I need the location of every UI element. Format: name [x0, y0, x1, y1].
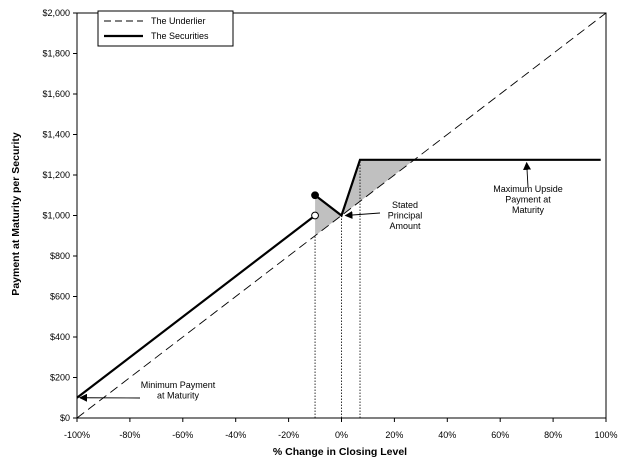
y-tick-label: $600 [50, 292, 70, 302]
y-tick-label: $400 [50, 332, 70, 342]
y-tick-label: $200 [50, 373, 70, 383]
annotation-text: Principal [388, 211, 423, 221]
annotation-arrow [523, 161, 532, 188]
x-tick-label: 20% [385, 430, 403, 440]
y-tick-label: $1,400 [42, 130, 70, 140]
annotation-text: Maximum Upside [493, 184, 563, 194]
annotation-text: Amount [389, 221, 421, 231]
annotation-arrow [344, 211, 381, 219]
x-axis-title: % Change in Closing Level [273, 446, 407, 458]
x-tick-label: 60% [491, 430, 509, 440]
annotation-text: Stated [392, 200, 418, 210]
series-line-securities-2 [314, 158, 601, 218]
marker-open [311, 211, 319, 220]
legend-label-securities: The Securities [151, 31, 209, 41]
y-tick-label: $0 [60, 413, 70, 423]
series-lines [76, 12, 607, 419]
x-tick-label: -20% [278, 430, 299, 440]
legend-label-underlier: The Underlier [151, 16, 206, 26]
x-tick-label: -100% [64, 430, 90, 440]
x-tick-label: 100% [594, 430, 617, 440]
y-tick-label: $2,000 [42, 8, 70, 18]
annotation-text: at Maturity [157, 391, 200, 401]
axis-ticks: -100% -80% -60% -40% -20% 0% 20% 40% 60% 80% 100% $… [42, 8, 617, 440]
x-tick-label: 80% [544, 430, 562, 440]
annotation-text: Minimum Payment [141, 380, 216, 390]
series-line-securities-1 [76, 214, 316, 399]
y-tick-label: $800 [50, 251, 70, 261]
x-tick-label: -60% [172, 430, 193, 440]
y-tick-label: $1,800 [42, 49, 70, 59]
x-tick-label: -40% [225, 430, 246, 440]
annotation-text: Maturity [512, 205, 545, 215]
legend: The Underlier The Securities [97, 10, 234, 47]
x-tick-label: -80% [119, 430, 140, 440]
legend-box [97, 10, 234, 47]
reference-lines [314, 159, 361, 418]
marker-filled [311, 191, 319, 200]
y-tick-label: $1,200 [42, 170, 70, 180]
x-tick-label: 40% [438, 430, 456, 440]
y-tick-label: $1,600 [42, 89, 70, 99]
shaded-region-1 [315, 195, 342, 236]
x-tick-label: 0% [335, 430, 348, 440]
annotation-text: Payment at [505, 195, 551, 205]
y-axis-title: Payment at Maturity per Security [10, 132, 22, 296]
y-tick-label: $1,000 [42, 211, 70, 221]
